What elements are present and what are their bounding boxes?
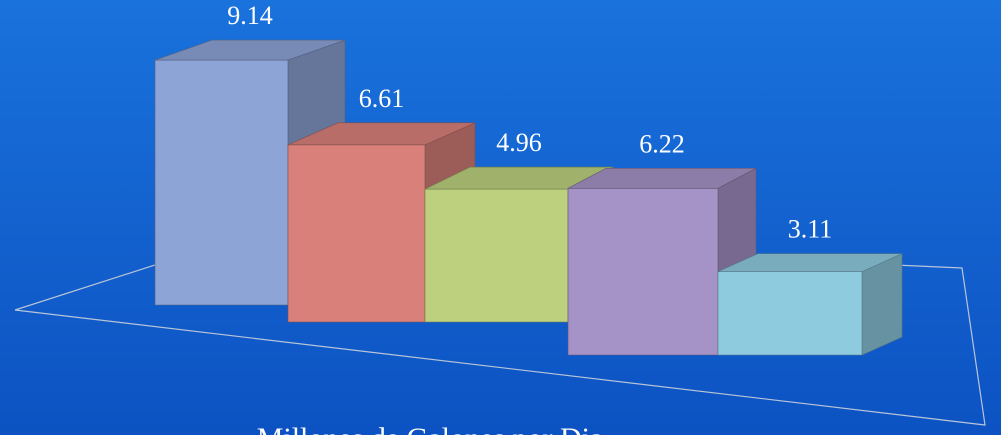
bar-front <box>154 59 289 306</box>
bar <box>717 253 903 356</box>
chart-title: Millones de Galones por Dia <box>257 422 604 435</box>
data-label: 6.61 <box>359 84 405 113</box>
bar-top <box>154 39 346 61</box>
data-label: 3.11 <box>788 215 833 244</box>
data-label: 6.22 <box>639 129 685 158</box>
bar-front <box>287 144 426 323</box>
data-label: 4.96 <box>496 128 542 157</box>
bar-front <box>567 188 719 356</box>
bar-top <box>424 166 614 190</box>
bar-front <box>424 188 569 323</box>
bar-front <box>717 271 863 356</box>
bar-top <box>717 253 903 272</box>
data-label: 9.14 <box>227 1 273 30</box>
bar-top <box>287 122 476 146</box>
bar-top <box>567 168 757 189</box>
